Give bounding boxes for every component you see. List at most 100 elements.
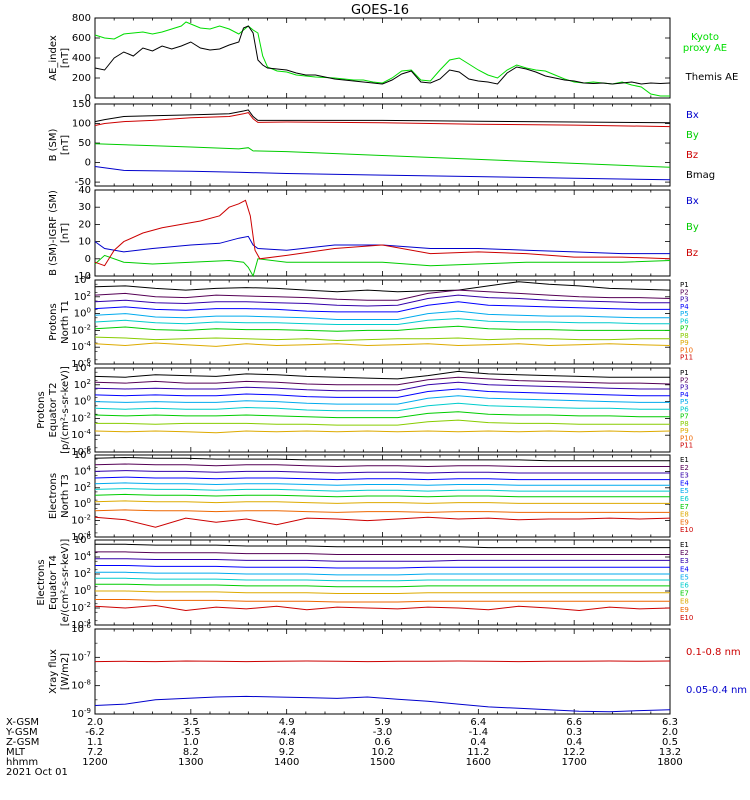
series-line-e6 — [94, 488, 670, 492]
ephemeris-value: -5.5 — [181, 727, 201, 738]
legend-label: E7 — [680, 590, 689, 598]
y-axis-label: Xray flux — [48, 649, 59, 694]
y-tick-label: 10-4 — [71, 618, 91, 631]
legend-label: Kyoto — [691, 32, 719, 43]
y-axis-label: Protons — [36, 391, 47, 428]
series-line-0-05-0-4-nm — [94, 695, 671, 713]
ephemeris-value: 1400 — [274, 757, 299, 768]
y-axis-label: North T3 — [60, 474, 71, 518]
series-line-0-1-0-8-nm — [94, 660, 671, 663]
legend-label: 0.05-0.4 nm — [686, 685, 747, 696]
legend-label: By — [686, 130, 699, 141]
legend-label: Bmag — [686, 170, 715, 181]
y-axis-label: Equator T4 — [48, 555, 59, 610]
series-line-e6 — [95, 577, 670, 582]
ephemeris-value: 0.4 — [470, 737, 486, 748]
y-tick-label: 106 — [74, 448, 92, 461]
legend-label: E2 — [680, 464, 689, 472]
ephemeris-value: 0.6 — [375, 737, 391, 748]
series-line-p6 — [94, 402, 670, 412]
legend-label: P3 — [680, 384, 689, 392]
ephemeris-value: 0.5 — [662, 737, 678, 748]
series-line-e3 — [95, 558, 670, 562]
ephemeris-row-label: MLT — [6, 747, 26, 758]
ephemeris-value: 13.2 — [659, 747, 681, 758]
legend-label: P9 — [680, 427, 689, 435]
series-line-by — [94, 254, 671, 278]
series-line-bmag — [94, 109, 671, 124]
date-label: 2021 Oct 01 — [6, 767, 68, 778]
y-tick-label: 10-6 — [71, 622, 91, 635]
y-tick-label: 10-4 — [71, 530, 91, 543]
legend-label: P8 — [680, 332, 689, 340]
legend-label: E5 — [680, 487, 689, 495]
y-axis-label: [nT] — [60, 223, 71, 243]
series-line-e4 — [94, 476, 670, 481]
series-line-p1 — [94, 370, 670, 380]
legend-label: Bz — [686, 150, 698, 161]
y-tick-label: 100 — [74, 584, 91, 597]
legend-label: P2 — [680, 288, 689, 296]
chart-title: GOES-16 — [351, 3, 409, 18]
ephemeris-value: 6.3 — [662, 717, 678, 728]
series-line-p7 — [94, 325, 670, 332]
y-tick-label: 104 — [74, 550, 92, 563]
series-line-by — [94, 143, 671, 168]
series-line-e10 — [94, 604, 671, 612]
y-axis-label: B (SM) — [48, 128, 59, 161]
ephemeris-value: 1700 — [561, 757, 586, 768]
legend-label: By — [686, 222, 699, 233]
y-tick-label: 50 — [78, 138, 91, 149]
series-line-p3 — [94, 294, 670, 307]
series-line-p5 — [94, 310, 670, 320]
legend-label: P9 — [680, 339, 689, 347]
legend-label: P8 — [680, 420, 689, 428]
y-tick-label: 104 — [74, 361, 92, 374]
panel-xray: 10-9 10-8 10-7 10-6 Xray flux [W/m2] 0.1-0.8 n… — [48, 622, 747, 720]
ephemeris-value: 10.2 — [371, 747, 393, 758]
y-tick-label: 104 — [74, 273, 92, 286]
legend-label: E10 — [680, 526, 693, 534]
y-axis-label: [W/m2] — [60, 653, 71, 690]
series-line-bx — [94, 166, 671, 181]
y-tick-label: 10-2 — [71, 601, 91, 614]
series-line-e7 — [94, 493, 670, 498]
ephemeris-value: 4.9 — [279, 717, 295, 728]
y-axis-label: [nT] — [60, 48, 71, 68]
series-line-bz — [94, 112, 671, 128]
legend-label: E10 — [680, 614, 693, 622]
y-tick-label: 40 — [78, 185, 91, 196]
series-line-bx — [94, 235, 670, 255]
y-tick-label: 102 — [74, 290, 91, 303]
legend-label: P7 — [680, 325, 689, 333]
ephemeris-row-label: Y-GSM — [5, 727, 38, 738]
ephemeris-value: 8.2 — [183, 747, 199, 758]
legend-label: E3 — [680, 472, 689, 480]
series-line-e3 — [94, 470, 670, 474]
series-line-p1 — [94, 281, 671, 293]
ephemeris-value: 12.2 — [563, 747, 585, 758]
ephemeris-value: 7.2 — [87, 747, 103, 758]
series-line-e8 — [94, 500, 670, 504]
y-tick-label: 10-7 — [71, 650, 91, 663]
legend-label: P6 — [680, 317, 689, 325]
y-tick-label: 100 — [74, 497, 91, 510]
y-axis-label: North T1 — [60, 300, 71, 344]
y-tick-label: 400 — [72, 53, 91, 64]
legend-label: P10 — [680, 434, 693, 442]
series-line-p4 — [94, 388, 670, 398]
y-tick-label: 600 — [72, 33, 91, 44]
y-tick-label: 800 — [72, 13, 91, 24]
legend-label: proxy AE — [683, 43, 727, 54]
y-tick-label: 10-2 — [71, 323, 91, 336]
panel-protons_t2: 10-6 10-4 10-2 100 102 104 Protons Equator T2 [p… — [36, 361, 693, 458]
legend-label: P3 — [680, 296, 689, 304]
legend-label: P7 — [680, 413, 689, 421]
y-axis-label: Electrons — [36, 559, 47, 605]
y-tick-label: 0 — [85, 158, 91, 169]
y-tick-label: 102 — [74, 481, 91, 494]
legend-label: 0.1-0.8 nm — [686, 647, 741, 658]
ephemeris-value: 6.6 — [566, 717, 582, 728]
legend-label: P10 — [680, 346, 693, 354]
